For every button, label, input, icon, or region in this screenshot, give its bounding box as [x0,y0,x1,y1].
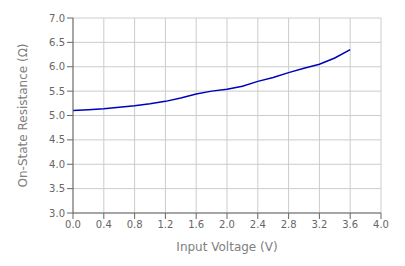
svg-text:7.0: 7.0 [49,13,65,24]
svg-text:3.0: 3.0 [49,208,65,219]
svg-text:3.6: 3.6 [342,219,358,230]
svg-text:Input Voltage (V): Input Voltage (V) [176,240,277,254]
svg-text:2.8: 2.8 [281,219,297,230]
svg-text:5.0: 5.0 [49,110,65,121]
svg-text:6.0: 6.0 [49,61,65,72]
svg-text:On-State Resistance (Ω): On-State Resistance (Ω) [16,44,30,188]
svg-text:2.0: 2.0 [219,219,235,230]
svg-text:0.8: 0.8 [127,219,143,230]
svg-text:0.0: 0.0 [65,219,81,230]
svg-text:4.0: 4.0 [373,219,389,230]
svg-text:1.6: 1.6 [188,219,204,230]
svg-text:6.5: 6.5 [49,37,65,48]
svg-text:3.2: 3.2 [311,219,327,230]
svg-text:4.0: 4.0 [49,159,65,170]
svg-text:3.5: 3.5 [49,183,65,194]
svg-text:0.4: 0.4 [96,219,112,230]
svg-text:1.2: 1.2 [157,219,173,230]
svg-text:4.5: 4.5 [49,134,65,145]
svg-text:5.5: 5.5 [49,86,65,97]
svg-text:2.4: 2.4 [250,219,266,230]
